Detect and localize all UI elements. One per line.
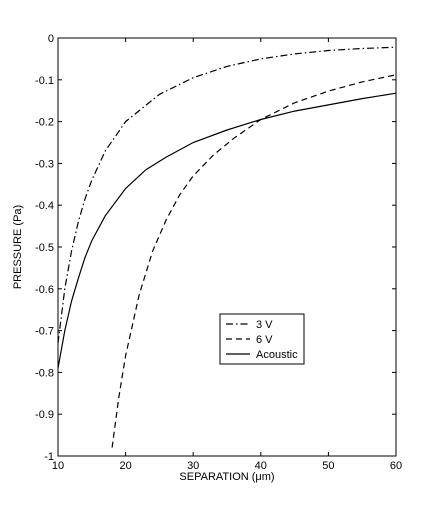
x-tick-label: 40 (255, 460, 267, 472)
y-tick-label: -0.2 (35, 117, 54, 129)
x-tick-label: 20 (119, 460, 131, 472)
axis-ticks: 10 20 30 40 50 60 0 -0.1 -0.2 -0.3 -0.4 -0.5 -0.6 -0.… (35, 33, 402, 472)
y-tick-label: -0.6 (35, 284, 54, 296)
plot-area-frame (57, 37, 397, 457)
x-axis-label: SEPARATION (μm) (179, 471, 274, 483)
legend-entry-label: 3 V (256, 319, 273, 331)
legend-entry-label: Acoustic (256, 349, 298, 361)
legend: 3 V 6 V Acoustic (219, 313, 305, 365)
x-tick-label: 60 (390, 460, 402, 472)
y-axis-label: PRESSURE (Pa) (12, 205, 24, 289)
y-tick-label: -0.5 (35, 242, 54, 254)
y-tick-label: -1 (44, 451, 54, 463)
legend-entry-label: 6 V (256, 334, 273, 346)
legend-box (219, 313, 305, 365)
series-line-acoustic (57, 92, 397, 369)
y-tick-label: -0.1 (35, 75, 54, 87)
series-line-3-v (57, 46, 397, 344)
y-tick-label: -0.7 (35, 326, 54, 338)
x-tick-label: 10 (52, 460, 64, 472)
plot-marks (57, 46, 397, 448)
y-tick-label: -0.3 (35, 158, 54, 170)
x-tick-label: 50 (322, 460, 334, 472)
series-line-6-v (111, 74, 397, 448)
y-tick-label: -0.9 (35, 409, 54, 421)
y-tick-label: -0.8 (35, 367, 54, 379)
y-tick-label: 0 (48, 33, 54, 45)
y-tick-label: -0.4 (35, 200, 54, 212)
x-tick-label: 30 (187, 460, 199, 472)
